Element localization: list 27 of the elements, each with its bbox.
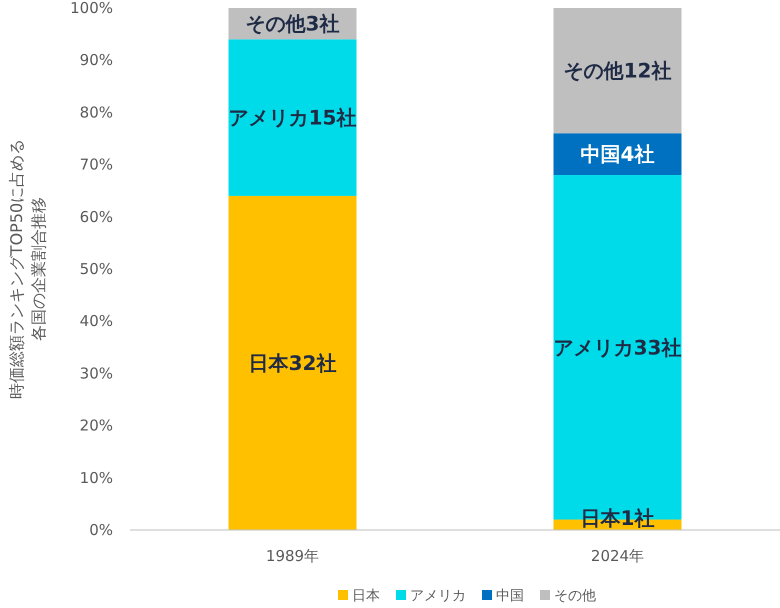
- y-tick-label: 30%: [80, 364, 113, 382]
- y-tick-label: 40%: [80, 312, 113, 330]
- y-tick-label: 100%: [70, 0, 113, 17]
- y-tick-label: 80%: [80, 103, 113, 122]
- y-tick-label: 0%: [89, 521, 113, 539]
- data-label: 中国4社: [580, 142, 654, 166]
- legend-label: 中国: [496, 588, 524, 604]
- x-tick-label: 2024年: [590, 547, 644, 565]
- legend-label: その他: [554, 588, 596, 604]
- bar: [554, 8, 682, 134]
- data-label: 日本32社: [248, 350, 336, 375]
- bar: [228, 196, 356, 530]
- y-axis-title: 時価総額ランキングTOP50に占める各国の企業割合推移: [7, 138, 48, 400]
- data-label: その他12社: [564, 58, 672, 83]
- data-label: その他3社: [246, 12, 340, 36]
- y-tick-label: 90%: [80, 51, 113, 70]
- x-tick-label: 1989年: [266, 547, 320, 565]
- data-label: アメリカ33社: [554, 335, 682, 360]
- y-tick-label: 70%: [80, 156, 113, 174]
- y-tick-label: 20%: [80, 416, 113, 435]
- y-tick-label: 50%: [80, 260, 113, 278]
- data-label: アメリカ15社: [228, 106, 356, 130]
- y-tick-label: 10%: [80, 468, 113, 487]
- legend-label: 日本: [352, 588, 380, 604]
- y-tick-label: 60%: [80, 208, 113, 226]
- bar: [228, 39, 356, 196]
- legend-label: アメリカ: [410, 588, 466, 604]
